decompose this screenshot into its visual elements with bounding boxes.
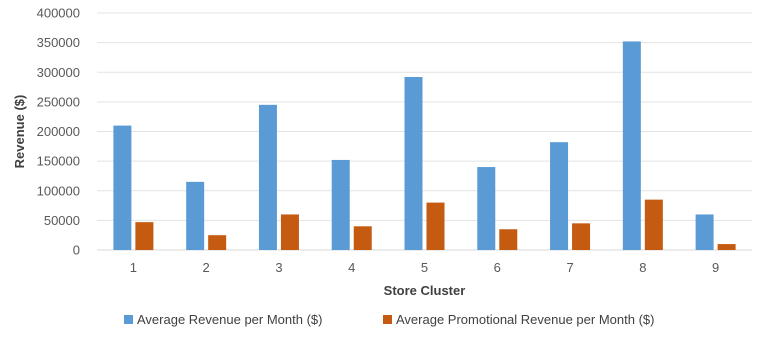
x-tick-label: 3 bbox=[275, 260, 282, 275]
y-tick-label: 300000 bbox=[37, 65, 80, 80]
legend-swatch-promotional bbox=[383, 315, 392, 324]
legend-label-promotional: Average Promotional Revenue per Month ($… bbox=[396, 312, 654, 327]
x-tick-label: 6 bbox=[494, 260, 501, 275]
x-tick-label: 8 bbox=[639, 260, 646, 275]
y-axis-title: Revenue ($) bbox=[12, 95, 27, 169]
x-tick-label: 1 bbox=[130, 260, 137, 275]
bar-average-revenue bbox=[622, 41, 641, 250]
bar-promotional-revenue bbox=[572, 223, 591, 250]
bar-average-revenue bbox=[550, 142, 569, 250]
bar-promotional-revenue bbox=[426, 202, 445, 250]
y-tick-label: 350000 bbox=[37, 35, 80, 50]
bar-promotional-revenue bbox=[644, 199, 663, 250]
bar-promotional-revenue bbox=[208, 235, 227, 250]
bar-promotional-revenue bbox=[280, 214, 299, 250]
bar-average-revenue bbox=[113, 125, 132, 250]
x-tick-label: 5 bbox=[421, 260, 428, 275]
x-axis-title: Store Cluster bbox=[384, 283, 466, 298]
x-axis-ticks: 1 2 3 4 5 6 7 8 9 bbox=[130, 260, 719, 275]
y-tick-label: 150000 bbox=[37, 154, 80, 169]
bar-promotional-revenue bbox=[135, 222, 154, 250]
y-tick-label: 200000 bbox=[37, 124, 80, 139]
y-tick-label: 250000 bbox=[37, 94, 80, 109]
y-tick-label: 50000 bbox=[44, 213, 80, 228]
bar-average-revenue bbox=[695, 214, 714, 250]
y-tick-label: 0 bbox=[73, 243, 80, 258]
legend-swatch-revenue bbox=[124, 315, 133, 324]
bar-average-revenue bbox=[404, 76, 423, 251]
bar-average-revenue bbox=[331, 159, 350, 250]
y-tick-label: 400000 bbox=[37, 6, 80, 21]
legend-item-revenue: Average Revenue per Month ($) bbox=[124, 312, 322, 327]
gridlines bbox=[97, 12, 752, 221]
bars bbox=[113, 41, 736, 251]
x-tick-label: 2 bbox=[203, 260, 210, 275]
bar-promotional-revenue bbox=[717, 244, 736, 250]
x-tick-label: 4 bbox=[348, 260, 355, 275]
x-tick-label: 7 bbox=[566, 260, 573, 275]
y-axis-ticks: 0 50000 100000 150000 200000 250000 300000 3500… bbox=[37, 6, 80, 258]
bar-average-revenue bbox=[186, 181, 205, 250]
bar-average-revenue bbox=[477, 167, 496, 250]
legend-label-revenue: Average Revenue per Month ($) bbox=[137, 312, 322, 327]
bar-promotional-revenue bbox=[499, 229, 518, 250]
y-tick-label: 100000 bbox=[37, 183, 80, 198]
bar-promotional-revenue bbox=[353, 226, 372, 250]
legend: Average Revenue per Month ($) Average Pr… bbox=[124, 312, 654, 327]
bar-average-revenue bbox=[258, 104, 277, 251]
legend-item-promotional: Average Promotional Revenue per Month ($… bbox=[383, 312, 654, 327]
x-tick-label: 9 bbox=[712, 260, 719, 275]
